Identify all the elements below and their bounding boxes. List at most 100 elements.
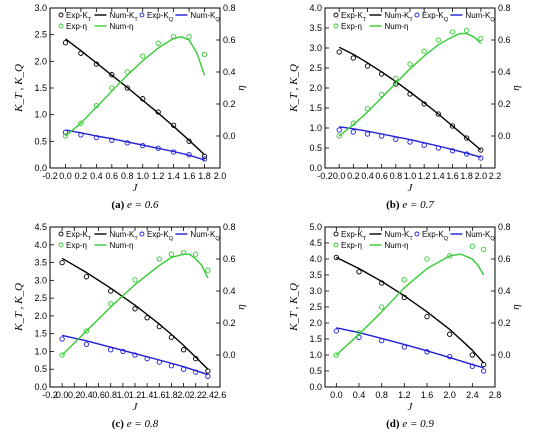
legend-marker bbox=[333, 12, 339, 18]
series-line-kq bbox=[336, 327, 484, 369]
legend-marker bbox=[333, 242, 339, 248]
y-left-tick-label: 3.0 bbox=[34, 275, 47, 285]
data-point-kt bbox=[124, 85, 130, 91]
series-line-kq bbox=[65, 129, 205, 161]
series-line-eta bbox=[338, 32, 482, 137]
legend-entry-num_eta: Num-η bbox=[109, 241, 133, 250]
svg-text:K_T , K_Q: K_T , K_Q bbox=[288, 64, 300, 113]
y-left-tick-label: 3.0 bbox=[309, 43, 322, 53]
x-tick-label: 0.2 bbox=[75, 171, 88, 181]
y-left-tick-label: 0.0 bbox=[34, 163, 47, 173]
y-left-tick-label: 0.0 bbox=[34, 382, 47, 392]
data-point-kq bbox=[132, 352, 138, 358]
data-point-kt bbox=[464, 135, 470, 141]
y-left-tick-label: 1.0 bbox=[34, 346, 47, 356]
chart-panel-b: -0.2 0.0 0.2 0.4 0.6 0.8 1.0 1.2 1.4 1.6 1.8 2.0 2.2… bbox=[288, 3, 522, 211]
x-axis-title: J bbox=[133, 182, 139, 194]
x-axis-title: J bbox=[133, 401, 139, 413]
data-point-kq bbox=[336, 127, 342, 133]
y-right-tick-label: 0.6 bbox=[498, 254, 511, 264]
x-tick-label: 0.4 bbox=[80, 390, 93, 400]
y-right-tick-label: 0.2 bbox=[498, 318, 511, 328]
y-left-tick-label: 4.5 bbox=[309, 238, 322, 248]
x-tick-label: 2.0 bbox=[475, 171, 488, 181]
legend-entry-exp_eta: Exp-η bbox=[341, 22, 362, 31]
legend-entry-num_kq: Num-KQ bbox=[465, 230, 495, 242]
series-line-eta bbox=[61, 253, 209, 356]
y-left-axis-title: K_T , K_Q bbox=[13, 64, 25, 113]
y-left-tick-label: 1.0 bbox=[309, 123, 322, 133]
x-tick-label: -0.2 bbox=[42, 390, 58, 400]
svg-text:η: η bbox=[510, 85, 522, 90]
chart-panel-d: 0.0 0.4 0.8 1.2 1.6 2.0 2.4 2.8 0.0 0.5 1.0 1.5 2.0 2… bbox=[288, 222, 522, 430]
x-tick-label: 0.8 bbox=[375, 390, 388, 400]
x-tick-label: 1.4 bbox=[432, 171, 445, 181]
data-point-eta bbox=[407, 61, 413, 67]
data-point-eta bbox=[201, 51, 208, 58]
data-point-kt bbox=[447, 331, 453, 337]
data-point-kt bbox=[109, 72, 115, 78]
data-point-kt bbox=[132, 306, 138, 312]
data-point-eta bbox=[336, 133, 342, 139]
data-point-eta bbox=[464, 27, 470, 34]
x-tick-label: 1.2 bbox=[398, 390, 411, 400]
y-left-tick-label: 2.5 bbox=[309, 63, 322, 73]
x-tick-label: 1.6 bbox=[446, 171, 459, 181]
y-left-tick-label: 4.0 bbox=[34, 240, 47, 250]
data-point-kq bbox=[481, 368, 487, 374]
x-tick-label: 2.4 bbox=[466, 390, 479, 400]
data-point-eta bbox=[333, 352, 339, 358]
y-left-tick-label: 1.0 bbox=[34, 110, 47, 120]
series-line-kq bbox=[339, 126, 481, 158]
y-left-tick-label: 4.0 bbox=[309, 254, 322, 264]
data-point-eta bbox=[62, 133, 69, 139]
y-left-tick-label: 1.5 bbox=[309, 334, 322, 344]
y-right-tick-label: 0.8 bbox=[223, 3, 236, 13]
legend-entry-exp_kq: Exp-KQ bbox=[147, 230, 174, 242]
svg-text:η: η bbox=[510, 304, 522, 309]
data-point-kt bbox=[478, 147, 484, 153]
y-left-tick-label: 1.0 bbox=[309, 350, 322, 360]
x-tick-label: 1.6 bbox=[183, 171, 196, 181]
data-point-eta bbox=[205, 267, 211, 273]
data-point-kq bbox=[478, 155, 484, 161]
panel-caption: (d) e = 0.9 bbox=[386, 418, 434, 430]
legend-entry-num_kq: Num-KQ bbox=[190, 230, 220, 242]
svg-text:η: η bbox=[235, 304, 247, 309]
data-point-eta bbox=[393, 75, 399, 82]
y-right-tick-label: 0.4 bbox=[223, 286, 236, 296]
y-right-tick-label: 0.2 bbox=[223, 99, 236, 109]
y-left-tick-label: 3.5 bbox=[309, 23, 322, 33]
y-left-axis-title: K_T , K_Q bbox=[13, 283, 25, 332]
y-right-axis-title: η bbox=[510, 85, 522, 90]
data-point-eta bbox=[435, 37, 441, 43]
data-point-kt bbox=[333, 254, 339, 261]
data-point-kq bbox=[83, 341, 90, 347]
y-left-tick-label: 3.0 bbox=[309, 286, 322, 296]
x-tick-label: 1.2 bbox=[129, 390, 142, 400]
y-right-axis-title: η bbox=[510, 304, 522, 309]
legend-entry-exp_kt: Exp-KT bbox=[66, 11, 92, 23]
y-left-tick-label: 1.5 bbox=[34, 329, 47, 339]
y-left-tick-label: 2.0 bbox=[309, 83, 322, 93]
data-point-kt bbox=[186, 138, 192, 144]
series-line-kt bbox=[65, 38, 205, 156]
data-point-kt bbox=[364, 63, 371, 69]
x-tick-label: 1.2 bbox=[418, 171, 431, 181]
x-tick-label: 2.0 bbox=[214, 171, 227, 181]
x-tick-label: 1.2 bbox=[152, 171, 165, 181]
y-right-tick-label: 0.2 bbox=[498, 99, 511, 109]
data-point-eta bbox=[124, 69, 130, 75]
y-left-tick-label: 2.5 bbox=[34, 30, 47, 40]
panel-caption: (a) e = 0.6 bbox=[111, 199, 159, 211]
x-tick-label: 0.8 bbox=[390, 171, 403, 181]
y-left-tick-label: 5.0 bbox=[309, 222, 322, 232]
legend-entry-num_eta: Num-η bbox=[384, 22, 408, 31]
svg-text:K_T , K_Q: K_T , K_Q bbox=[13, 283, 25, 332]
data-point-eta bbox=[481, 246, 487, 253]
legend-entry-exp_kq: Exp-KQ bbox=[147, 11, 174, 23]
x-axis-title: J bbox=[408, 401, 414, 413]
data-point-eta bbox=[59, 352, 65, 358]
x-tick-label: 0.6 bbox=[375, 171, 388, 181]
x-tick-label: 0.0 bbox=[59, 171, 72, 181]
